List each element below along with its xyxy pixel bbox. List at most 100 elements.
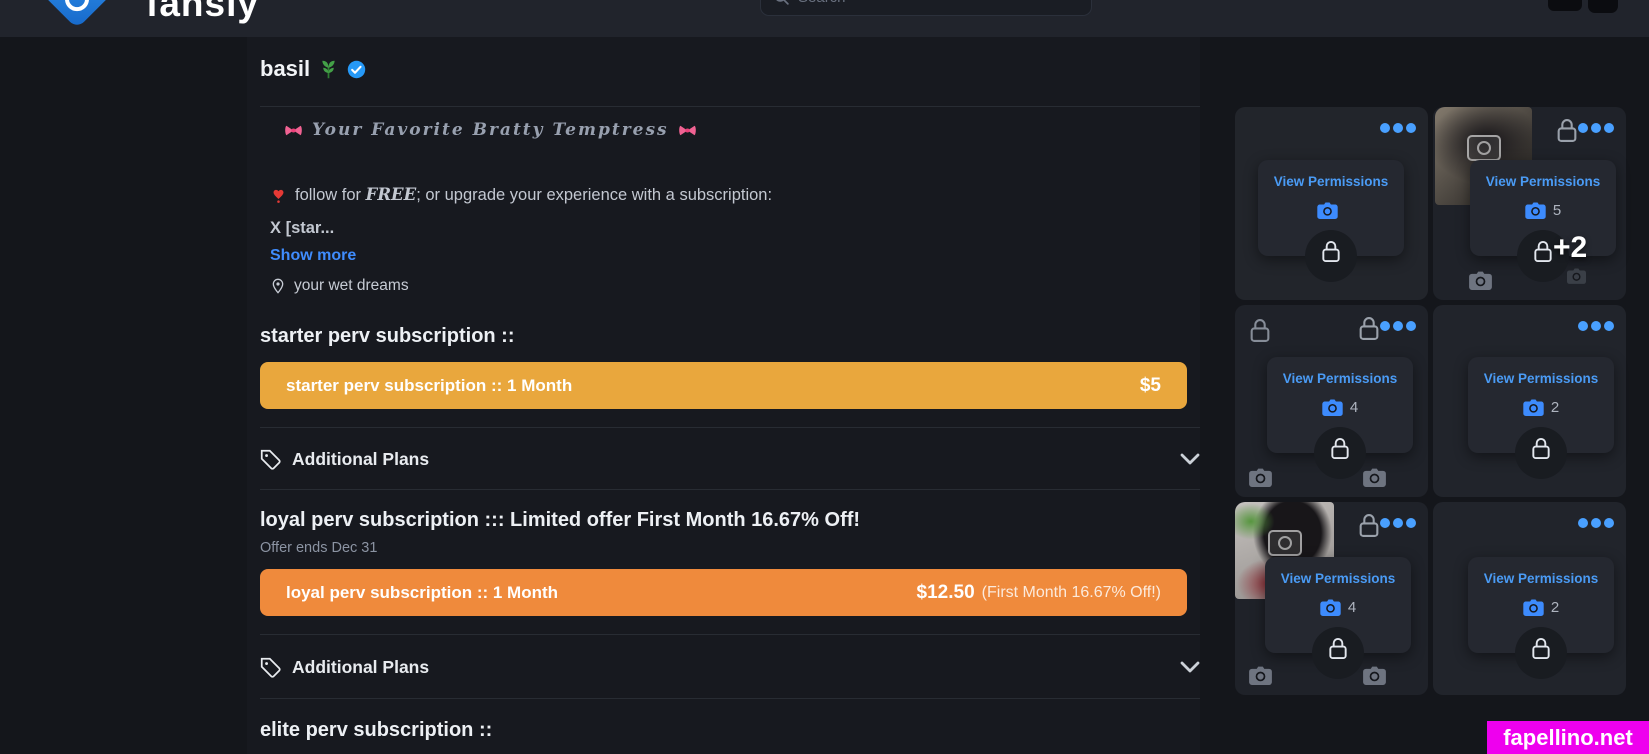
- view-permissions-popover[interactable]: View Permissions 4: [1267, 357, 1413, 479]
- top-nav-bar: fansly Search: [0, 0, 1649, 37]
- camera-icon: [1249, 468, 1272, 487]
- view-permissions-popover[interactable]: View Permissions 2: [1468, 357, 1614, 479]
- more-options-icon[interactable]: [1578, 321, 1614, 331]
- divider: [260, 698, 1200, 699]
- media-card-bottom-left[interactable]: View Permissions 4: [1235, 502, 1428, 695]
- profile-title: basil: [260, 56, 366, 82]
- additional-plans-label: Additional Plans: [292, 656, 430, 677]
- photo-count: 2: [1550, 399, 1560, 416]
- nav-cutoff-button-1[interactable]: [1548, 0, 1582, 11]
- media-card-middle-right[interactable]: View Permissions 2: [1433, 305, 1626, 497]
- fansly-logo-icon[interactable]: [33, 0, 121, 29]
- loyal-button-price: $12.50: [916, 581, 975, 603]
- camera-icon: [1523, 399, 1544, 416]
- view-permissions-label: View Permissions: [1483, 571, 1599, 586]
- lock-icon: [1533, 240, 1553, 263]
- loyal-plan-heading: loyal perv subscription ::: Limited offe…: [260, 509, 861, 531]
- heart-exclamation-icon: [270, 187, 287, 204]
- bio-tagline: Your Favorite Bratty Temptress: [284, 120, 697, 140]
- location-row: your wet dreams: [270, 277, 409, 295]
- tag-icon: [260, 657, 281, 678]
- lock-icon: [1358, 316, 1380, 341]
- profile-display-name: basil: [260, 56, 311, 81]
- search-input[interactable]: Search: [760, 0, 1092, 16]
- lock-icon: [1330, 437, 1350, 460]
- lock-icon: [1531, 437, 1551, 460]
- bow-icon: [284, 124, 303, 137]
- view-permissions-popover[interactable]: View Permissions 2: [1468, 557, 1614, 679]
- camera-icon: [1363, 666, 1386, 685]
- bio-teaser-text: X [star...: [270, 219, 335, 237]
- loyal-price-note: (First Month 16.67% Off!): [981, 583, 1161, 601]
- divider: [260, 427, 1200, 428]
- loyal-button-label: loyal perv subscription :: 1 Month: [286, 582, 559, 602]
- show-more-link[interactable]: Show more: [270, 247, 357, 264]
- location-text: your wet dreams: [294, 277, 409, 294]
- brand-wordmark[interactable]: fansly: [146, 0, 259, 24]
- nav-cutoff-button-2[interactable]: [1588, 0, 1618, 13]
- more-options-icon[interactable]: [1578, 518, 1614, 528]
- camera-icon: [1523, 599, 1544, 616]
- bio-teaser-line: X [star...: [270, 219, 334, 238]
- starter-plan-heading: starter perv subscription ::: [260, 325, 515, 347]
- bio-tagline-text: Your Favorite Bratty Temptress: [312, 120, 669, 140]
- photo-count: 2: [1550, 599, 1560, 616]
- divider: [260, 489, 1200, 490]
- media-card-bottom-right[interactable]: View Permissions 2: [1433, 502, 1626, 695]
- search-icon: [773, 0, 790, 6]
- camera-overlay-icon: [1267, 529, 1302, 556]
- media-card-top-left[interactable]: View Permissions: [1235, 107, 1428, 300]
- more-options-icon[interactable]: [1380, 123, 1416, 133]
- starter-button-price: $5: [1139, 374, 1161, 396]
- location-pin-icon: [270, 278, 286, 294]
- more-options-icon[interactable]: [1578, 123, 1614, 133]
- divider: [260, 106, 1200, 107]
- lock-icon: [1358, 513, 1380, 538]
- lock-icon: [1556, 118, 1578, 143]
- loyal-subscribe-button[interactable]: loyal perv subscription :: 1 Month $12.5…: [260, 569, 1187, 616]
- camera-icon: [1322, 399, 1343, 416]
- bio-follow-text: follow for FREE; or upgrade your experie…: [295, 185, 773, 204]
- additional-plans-row-1[interactable]: Additional Plans: [260, 438, 1200, 480]
- more-options-icon[interactable]: [1380, 321, 1416, 331]
- media-card-top-right[interactable]: View Permissions 5 +2: [1433, 107, 1626, 300]
- camera-icon: [1525, 202, 1546, 219]
- chevron-down-icon[interactable]: [1180, 661, 1200, 673]
- camera-icon: [1363, 468, 1386, 487]
- camera-icon: [1249, 666, 1272, 685]
- photo-count: 4: [1349, 399, 1359, 416]
- media-card-middle-left[interactable]: View Permissions 4: [1235, 305, 1428, 497]
- herb-leaf-emoji-icon: [318, 59, 339, 80]
- view-permissions-label: View Permissions: [1282, 371, 1398, 386]
- bio-follow-line: follow for FREE; or upgrade your experie…: [270, 185, 772, 205]
- starter-button-label: starter perv subscription :: 1 Month: [286, 375, 573, 395]
- view-permissions-label: View Permissions: [1280, 571, 1396, 586]
- more-options-icon[interactable]: [1380, 518, 1416, 528]
- view-permissions-label: View Permissions: [1273, 174, 1389, 189]
- view-permissions-popover[interactable]: View Permissions 4: [1265, 557, 1411, 679]
- camera-overlay-icon: [1466, 135, 1501, 162]
- site-watermark: fapellino.net: [1487, 721, 1649, 754]
- bow-icon: [678, 124, 697, 137]
- view-permissions-label: View Permissions: [1483, 371, 1599, 386]
- starter-subscribe-button[interactable]: starter perv subscription :: 1 Month $5: [260, 362, 1187, 409]
- lock-icon: [1531, 637, 1551, 660]
- chevron-down-icon[interactable]: [1180, 453, 1200, 465]
- lock-icon: [1321, 240, 1341, 263]
- overflow-count-badge: +2: [1553, 231, 1588, 264]
- lock-icon: [1328, 637, 1348, 660]
- view-permissions-popover[interactable]: View Permissions: [1258, 160, 1404, 282]
- lock-icon: [1249, 318, 1271, 343]
- elite-plan-heading: elite perv subscription ::: [260, 719, 493, 741]
- offer-ends-note: Offer ends Dec 31: [260, 540, 378, 556]
- camera-icon: [1469, 271, 1492, 290]
- view-permissions-popover[interactable]: View Permissions 5: [1470, 160, 1616, 282]
- search-placeholder: Search: [798, 0, 846, 6]
- view-permissions-label: View Permissions: [1485, 174, 1601, 189]
- camera-icon: [1317, 202, 1338, 219]
- tag-icon: [260, 449, 281, 470]
- additional-plans-row-2[interactable]: Additional Plans: [260, 646, 1200, 688]
- verified-badge-icon: [347, 60, 366, 79]
- photo-count: 4: [1347, 599, 1357, 616]
